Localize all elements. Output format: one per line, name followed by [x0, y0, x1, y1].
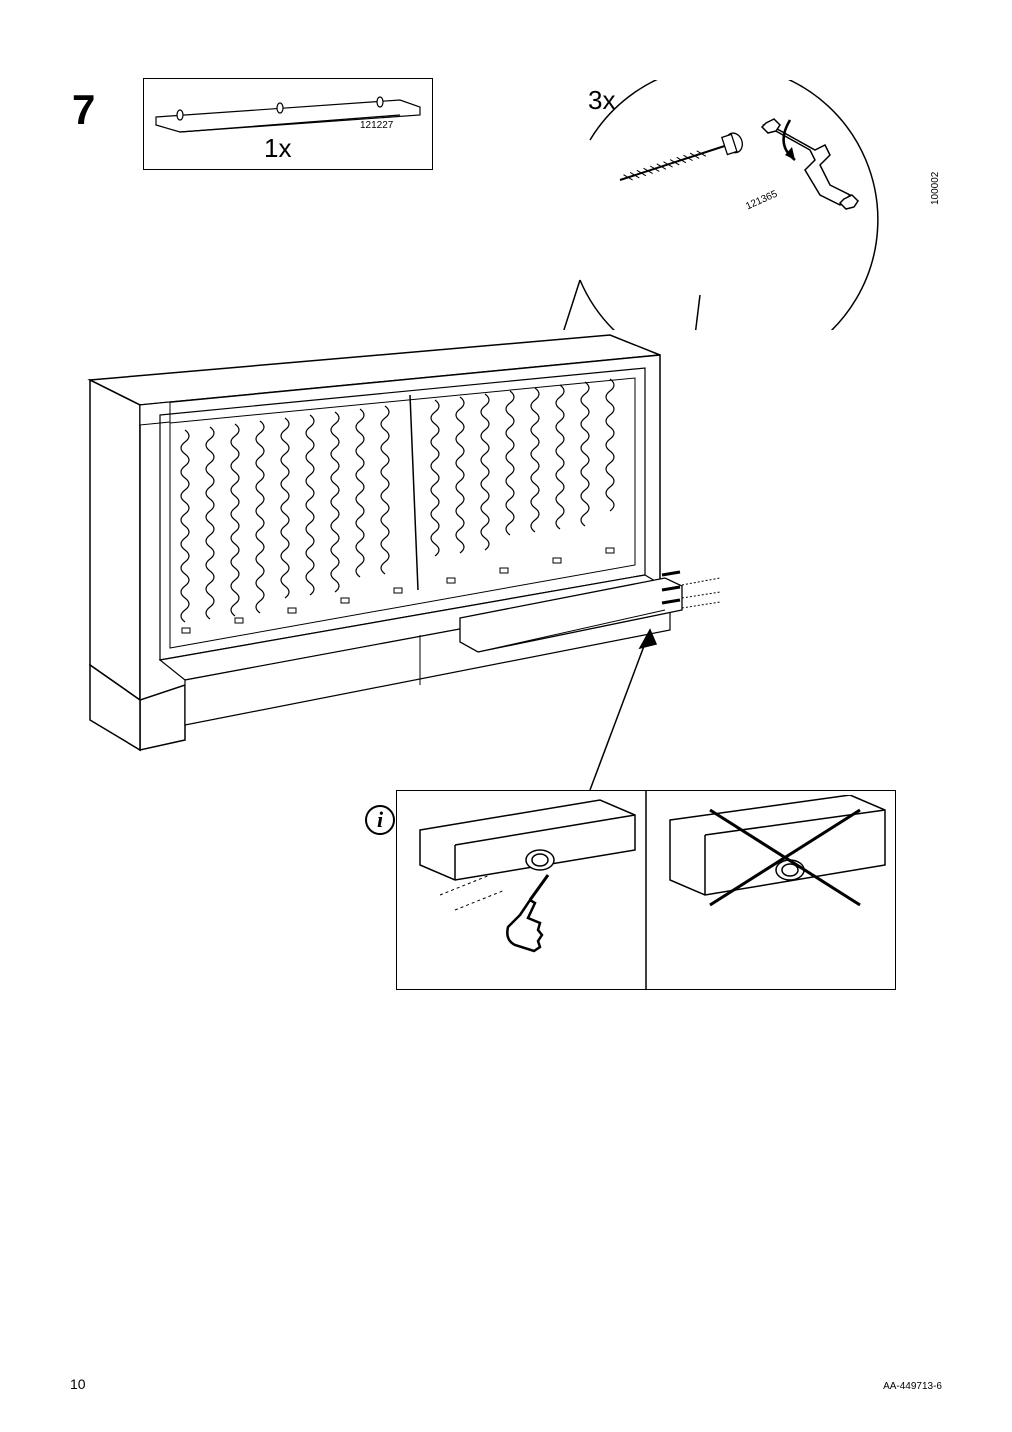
allen-key-part-number: 100002 — [930, 172, 941, 205]
rail-qty-label: 1x — [264, 133, 291, 164]
bolt-callout — [540, 80, 940, 330]
page-number: 10 — [70, 1376, 86, 1392]
bolt-qty-label: 3x — [588, 85, 615, 116]
wrong-orientation — [650, 795, 895, 990]
sofa-frame-drawing — [60, 330, 780, 830]
rail-part-number: 121227 — [360, 120, 393, 131]
step-number: 7 — [72, 86, 95, 134]
document-code: AA-449713-6 — [883, 1381, 942, 1392]
correct-orientation — [400, 795, 645, 990]
info-icon: i — [365, 805, 395, 835]
assembly-instruction-page: 7 1x 121227 — [0, 0, 1012, 1432]
